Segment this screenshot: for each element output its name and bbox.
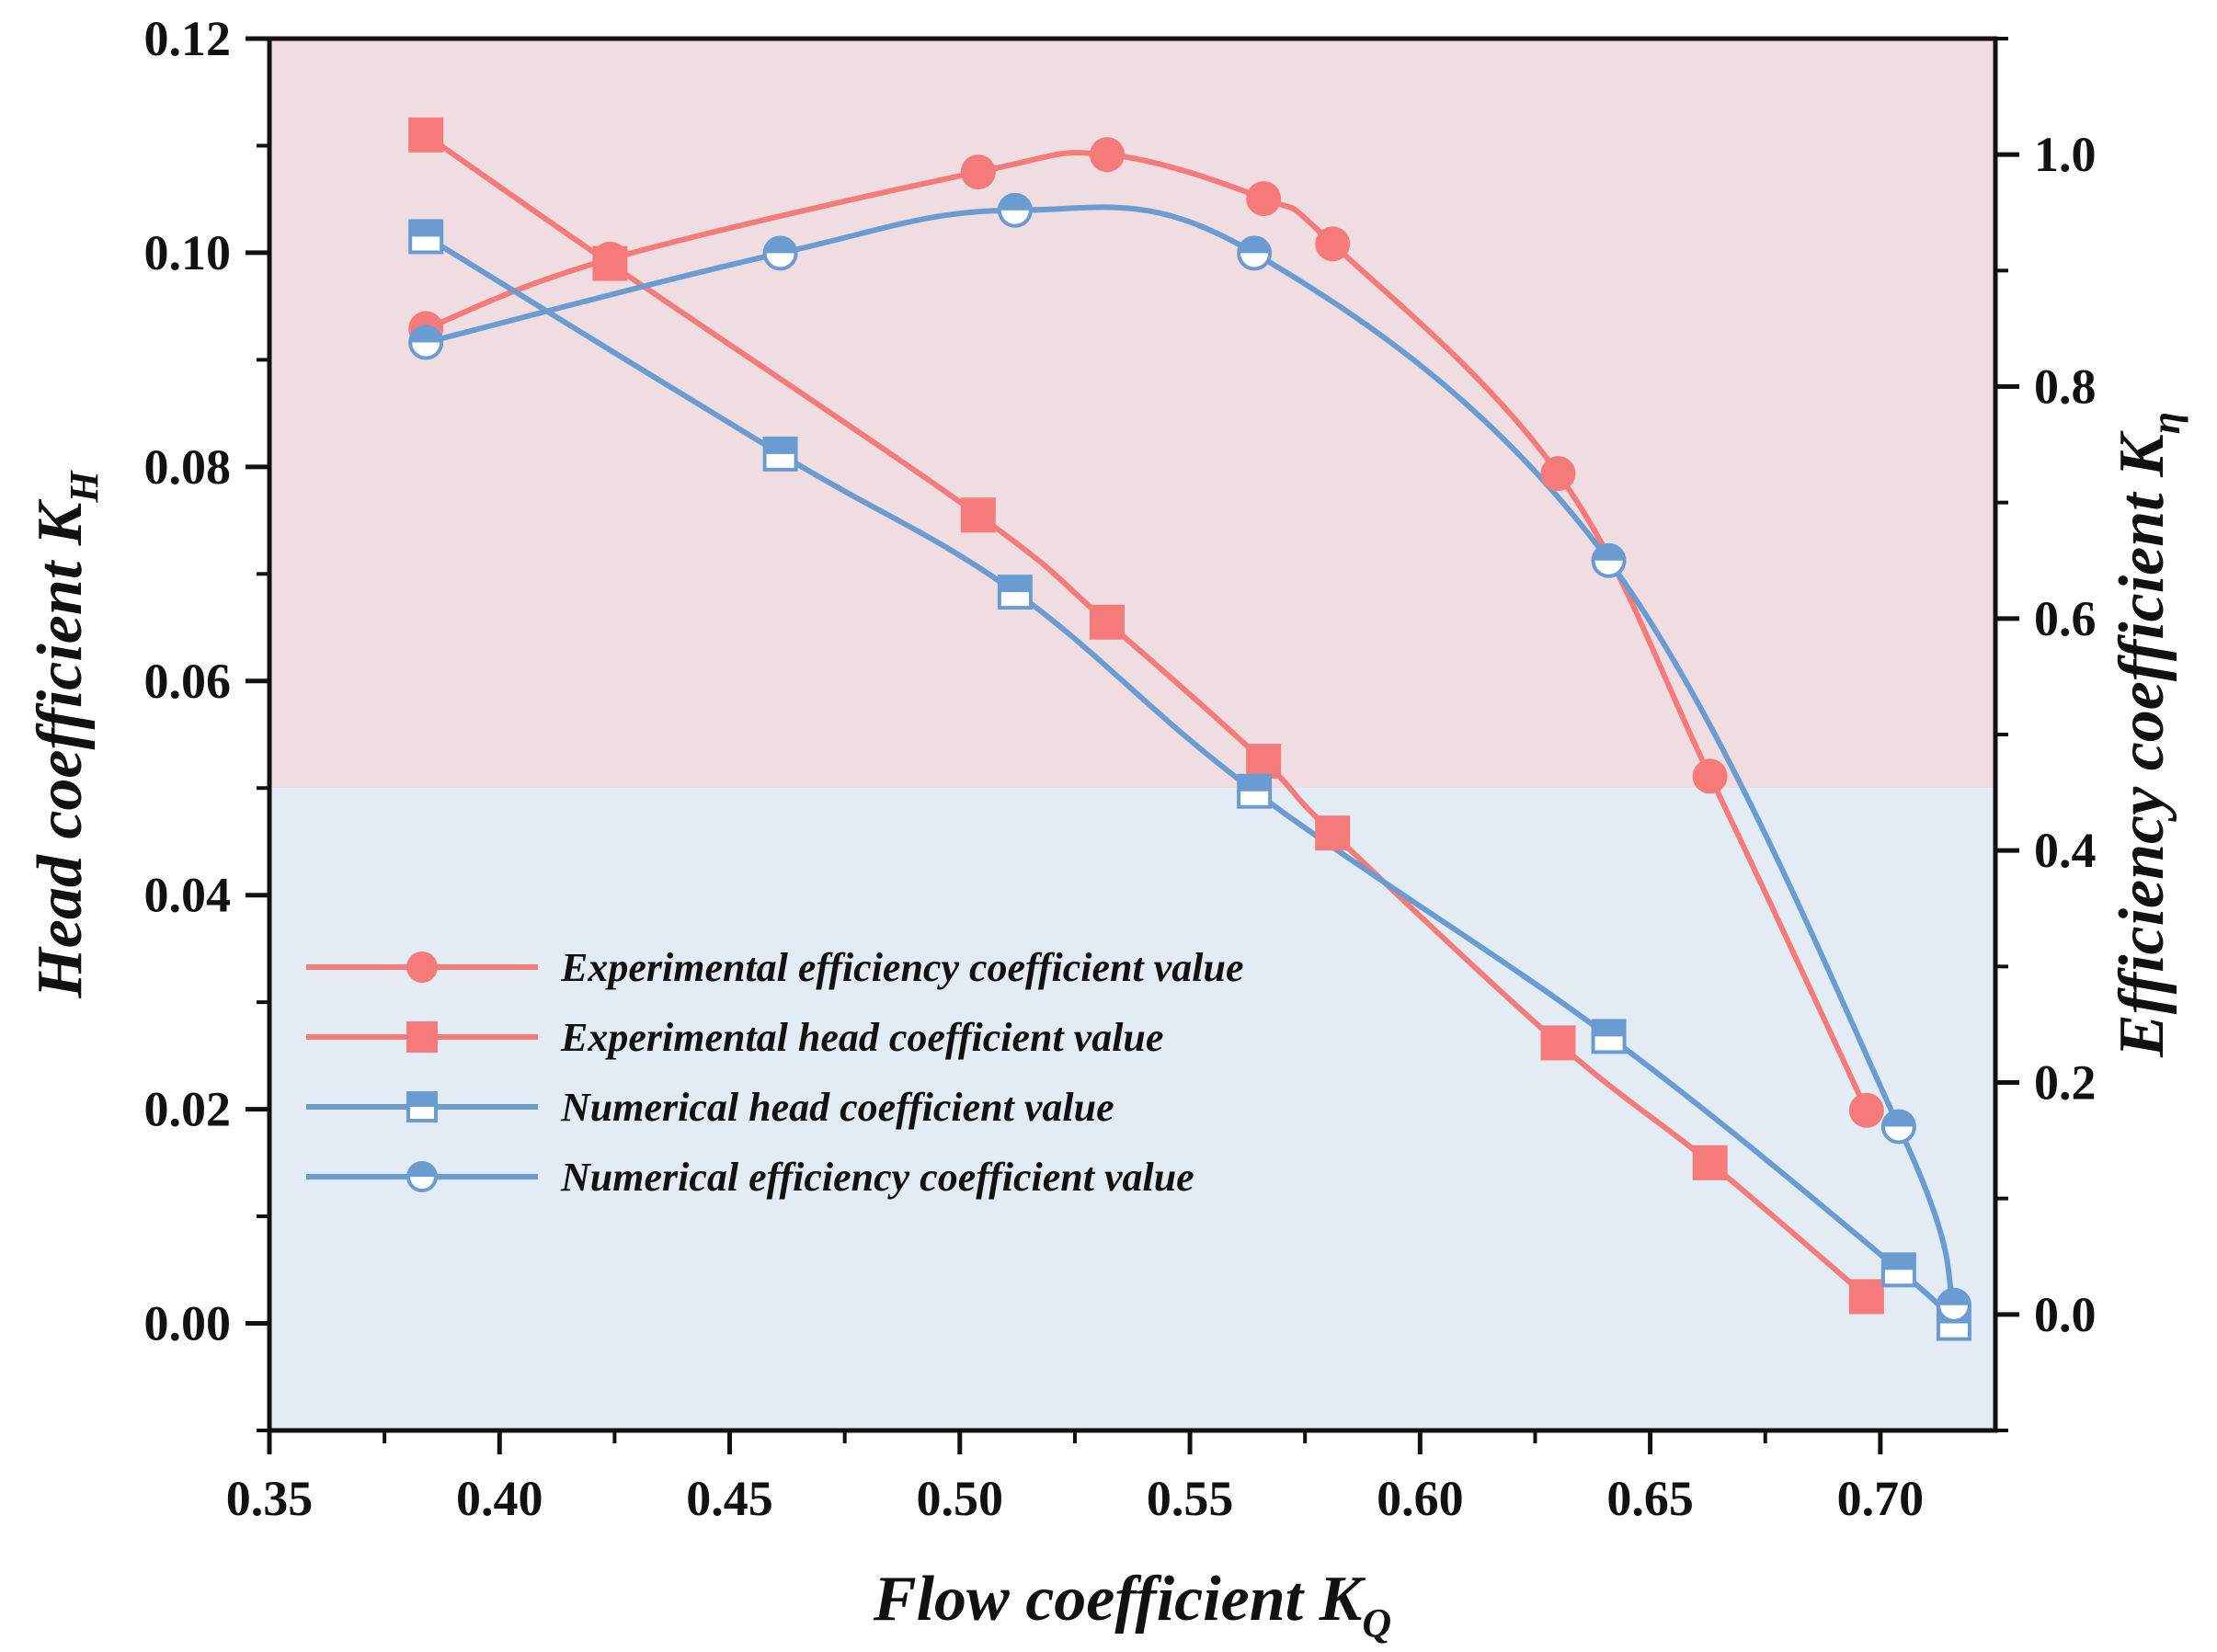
data-point-numerical-head-coefficient-value-fill xyxy=(764,438,796,454)
legend-marker xyxy=(406,951,438,983)
y-right-axis-title-main: Efficiency coefficient K xyxy=(2107,430,2177,1058)
y-left-axis-title-sub: H xyxy=(62,470,107,504)
y-right-tick-label: 0.4 xyxy=(2034,823,2097,878)
series-line-experimental-efficiency-coefficient-value xyxy=(425,150,1869,1112)
data-point-experimental-head-coefficient-value xyxy=(1315,815,1351,851)
data-point-numerical-efficiency-coefficient-value-fill xyxy=(1937,1289,1970,1305)
legend: Experimental efficiency coefficient valu… xyxy=(306,945,1244,1200)
data-point-experimental-head-coefficient-value xyxy=(1246,744,1282,780)
x-tick-label: 0.35 xyxy=(226,1471,314,1526)
y-left-tick-label: 0.10 xyxy=(144,225,232,280)
legend-label: Numerical efficiency coefficient value xyxy=(560,1155,1194,1200)
legend-marker xyxy=(406,1161,438,1192)
tick-labels: 0.35 0.40 0.45 0.50 0.55 0.60 0.65 0.70 0.00 0.02… xyxy=(144,11,2097,1526)
data-point-experimental-efficiency-coefficient-value xyxy=(1315,226,1351,262)
data-point-experimental-efficiency-coefficient-value xyxy=(1246,181,1282,217)
legend-label: Experimental head coefficient value xyxy=(560,1015,1163,1060)
x-tick-label: 0.40 xyxy=(456,1471,543,1526)
data-point-numerical-head-coefficient-value-fill xyxy=(999,576,1031,593)
y-right-tick-label: 0.6 xyxy=(2034,591,2097,646)
y-left-tick-label: 0.00 xyxy=(144,1296,232,1351)
data-point-experimental-efficiency-coefficient-value xyxy=(1692,758,1728,794)
data-point-experimental-efficiency-coefficient-value xyxy=(1089,137,1125,173)
data-point-numerical-efficiency-coefficient-value xyxy=(1237,235,1273,271)
data-point-numerical-efficiency-coefficient-value xyxy=(762,235,798,271)
x-tick-label: 0.55 xyxy=(1147,1471,1234,1526)
legend-item-numerical-efficiency-coefficient-value: Numerical efficiency coefficient value xyxy=(306,1155,1194,1200)
legend-marker-fill xyxy=(408,1163,436,1177)
data-point-numerical-efficiency-coefficient-value-fill xyxy=(999,194,1031,211)
series-line-experimental-head-coefficient-value xyxy=(424,132,1868,1299)
data-point-numerical-head-coefficient-value xyxy=(1880,1252,1916,1288)
x-tick-label: 0.50 xyxy=(917,1471,1004,1526)
axis-ticks xyxy=(246,36,2019,1454)
y-left-tick-label: 0.08 xyxy=(144,439,232,495)
background-band-upper xyxy=(269,39,1995,789)
data-point-numerical-efficiency-coefficient-value xyxy=(1591,542,1627,578)
x-tick-label: 0.45 xyxy=(686,1471,773,1526)
data-point-numerical-efficiency-coefficient-value-fill xyxy=(410,326,442,343)
legend-label: Numerical head coefficient value xyxy=(560,1085,1114,1130)
data-point-experimental-head-coefficient-value xyxy=(1692,1145,1728,1180)
data-point-experimental-head-coefficient-value xyxy=(408,117,444,153)
x-axis-title-main: Flow coefficient K xyxy=(873,1564,1366,1635)
x-axis-title-sub: Q xyxy=(1362,1601,1391,1646)
y-right-tick-label: 0.0 xyxy=(2034,1287,2097,1342)
legend-item-numerical-head-coefficient-value: Numerical head coefficient value xyxy=(306,1085,1114,1130)
data-point-numerical-head-coefficient-value xyxy=(1237,773,1273,809)
data-point-numerical-head-coefficient-value-fill xyxy=(1882,1254,1914,1270)
legend-item-experimental-head-coefficient-value: Experimental head coefficient value xyxy=(306,1015,1163,1060)
data-point-numerical-head-coefficient-value-fill xyxy=(410,221,442,237)
data-point-experimental-efficiency-coefficient-value xyxy=(1848,1092,1884,1128)
data-point-numerical-head-coefficient-value xyxy=(997,575,1033,610)
legend-marker-fill xyxy=(408,1093,436,1107)
data-point-numerical-head-coefficient-value-fill xyxy=(1593,1020,1625,1037)
y-right-tick-label: 0.2 xyxy=(2034,1055,2097,1111)
data-point-numerical-efficiency-coefficient-value xyxy=(408,325,444,360)
data-point-numerical-efficiency-coefficient-value xyxy=(997,192,1033,228)
data-point-experimental-head-coefficient-value xyxy=(1089,604,1125,640)
data-point-experimental-head-coefficient-value xyxy=(960,497,996,533)
data-point-experimental-head-coefficient-value xyxy=(1848,1279,1884,1315)
x-tick-label: 0.70 xyxy=(1837,1471,1925,1526)
legend-marker xyxy=(406,1021,438,1053)
data-point-experimental-efficiency-coefficient-value xyxy=(960,154,996,190)
legend-item-experimental-efficiency-coefficient-value: Experimental efficiency coefficient valu… xyxy=(306,945,1244,990)
y-left-tick-label: 0.12 xyxy=(144,11,232,66)
data-point-numerical-head-coefficient-value-fill xyxy=(1239,775,1271,792)
y-left-axis-title-main: Head coefficient K xyxy=(25,498,96,998)
series-markers xyxy=(408,117,1971,1341)
data-point-numerical-efficiency-coefficient-value xyxy=(1936,1287,1971,1323)
y-left-tick-label: 0.02 xyxy=(144,1082,232,1137)
y-right-tick-label: 1.0 xyxy=(2034,127,2097,182)
x-tick-label: 0.60 xyxy=(1377,1471,1464,1526)
x-axis-title: Flow coefficient KQ xyxy=(873,1564,1391,1646)
y-left-axis-title: Head coefficient KH xyxy=(25,470,107,999)
data-point-numerical-efficiency-coefficient-value-fill xyxy=(1882,1111,1914,1127)
legend-label: Experimental efficiency coefficient valu… xyxy=(560,945,1244,990)
legend-marker xyxy=(406,1091,438,1122)
y-right-tick-label: 0.8 xyxy=(2034,359,2097,415)
y-left-tick-label: 0.04 xyxy=(144,868,232,923)
data-point-numerical-head-coefficient-value xyxy=(408,219,444,255)
data-point-numerical-head-coefficient-value xyxy=(1591,1019,1627,1054)
y-left-tick-label: 0.06 xyxy=(144,654,232,709)
background-bands xyxy=(269,39,1995,1430)
data-point-experimental-head-coefficient-value xyxy=(1540,1025,1576,1061)
data-point-numerical-efficiency-coefficient-value-fill xyxy=(764,237,796,254)
x-tick-label: 0.65 xyxy=(1606,1471,1694,1526)
y-right-axis-title-sub: η xyxy=(2143,412,2188,434)
data-point-numerical-efficiency-coefficient-value xyxy=(1880,1109,1916,1145)
data-point-numerical-head-coefficient-value xyxy=(762,436,798,472)
y-right-axis-title: Efficiency coefficient Kη xyxy=(2107,412,2188,1058)
data-point-numerical-efficiency-coefficient-value-fill xyxy=(1593,544,1625,561)
data-point-numerical-efficiency-coefficient-value-fill xyxy=(1239,237,1271,254)
data-point-experimental-head-coefficient-value xyxy=(592,245,628,281)
data-point-experimental-efficiency-coefficient-value xyxy=(1540,456,1576,492)
